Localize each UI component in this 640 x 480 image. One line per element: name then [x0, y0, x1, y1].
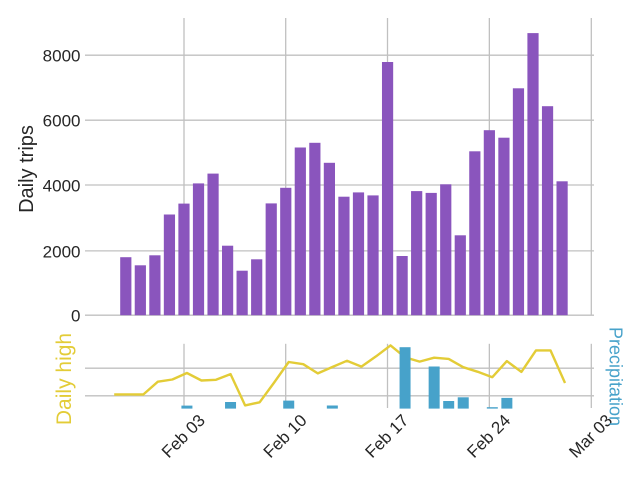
svg-text:Daily high: Daily high: [53, 333, 76, 425]
svg-text:6000: 6000: [43, 112, 81, 131]
svg-text:4000: 4000: [43, 177, 81, 196]
svg-text:2000: 2000: [43, 242, 81, 261]
svg-text:Daily trips: Daily trips: [16, 125, 38, 213]
svg-text:8000: 8000: [43, 47, 81, 66]
svg-text:0: 0: [71, 307, 80, 326]
svg-text:Precipitation: Precipitation: [606, 327, 626, 426]
